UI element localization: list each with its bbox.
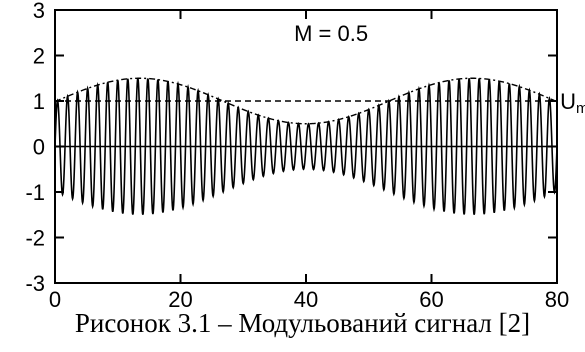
modulated-signal-chart: -3 -2 -1 0 1 2 3 0 20 40 60 80 M = 0.5 Um [25,0,585,310]
axis-tick-labels: -3 -2 -1 0 1 2 3 0 20 40 60 80 [25,0,569,310]
x-tick-label: 0 [49,287,61,310]
carrier-amplitude-symbol: U [560,89,576,114]
carrier-amplitude-subscript: m [576,100,585,117]
y-tick-label: -2 [25,226,45,251]
envelope-line [54,77,558,125]
x-tick-label: 80 [545,287,569,310]
x-tick-label: 40 [294,287,318,310]
axis-ticks [54,9,558,284]
y-tick-label: 1 [33,89,45,114]
x-tick-label: 60 [419,287,443,310]
figure-caption: Рисонок 3.1 – Модульований сигнал [2] [74,308,531,338]
x-tick-label: 20 [168,287,192,310]
y-tick-label: -1 [25,180,45,205]
y-tick-label: -3 [25,271,45,296]
y-tick-label: 0 [33,135,45,160]
y-tick-label: 2 [33,44,45,69]
modulation-index-label: M = 0.5 [294,21,368,46]
carrier-amplitude-label: Um [560,89,585,117]
y-tick-label: 3 [33,0,45,23]
plot-content [54,77,558,215]
